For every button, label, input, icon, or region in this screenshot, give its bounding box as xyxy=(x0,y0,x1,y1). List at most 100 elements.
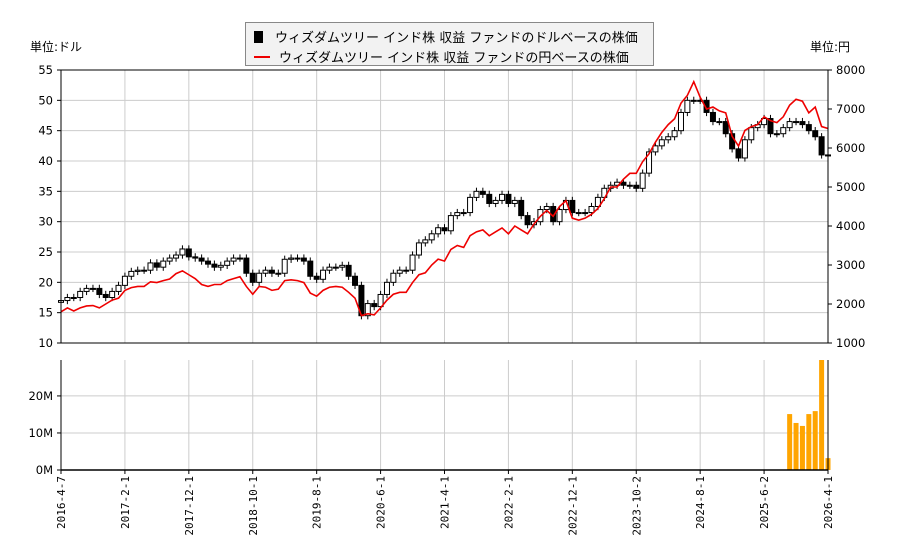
candle-body xyxy=(409,254,416,271)
candle-body xyxy=(748,127,755,141)
candle xyxy=(435,224,442,238)
y-right-tick-label: 8000 xyxy=(836,63,865,77)
candle-body xyxy=(435,227,442,235)
candle-body xyxy=(128,270,135,277)
y-right-tick-label: 3000 xyxy=(836,258,865,272)
candle-body xyxy=(633,184,640,189)
candle xyxy=(690,96,697,104)
candle xyxy=(294,254,301,262)
candle-body xyxy=(268,269,275,274)
candle-body xyxy=(588,206,595,214)
candle xyxy=(403,266,410,274)
candle-body xyxy=(524,215,531,226)
candle-body xyxy=(205,260,212,265)
candle xyxy=(818,133,825,159)
candle xyxy=(198,254,205,265)
candle-body xyxy=(281,258,288,274)
candle xyxy=(415,239,422,259)
candle-body xyxy=(185,248,192,258)
candle-body xyxy=(479,190,486,195)
candle-body xyxy=(230,257,237,262)
candle xyxy=(256,269,263,286)
candle xyxy=(767,114,774,138)
candle-body xyxy=(256,272,263,283)
candle xyxy=(77,287,84,302)
candle xyxy=(569,196,576,217)
x-tick-label: 2026-4-1 xyxy=(822,476,835,529)
volume-bar xyxy=(787,414,793,470)
candle xyxy=(741,136,748,162)
candle-body xyxy=(134,269,141,272)
candle-body xyxy=(690,99,697,102)
candle-body xyxy=(492,199,499,204)
x-tick-label: 2017-2-1 xyxy=(119,476,132,529)
right-unit-label: 単位:円 xyxy=(810,40,851,54)
candle xyxy=(703,96,710,117)
candle-body xyxy=(383,281,390,295)
candle xyxy=(70,293,77,302)
candle xyxy=(64,293,71,305)
candle-body xyxy=(684,99,691,113)
legend-line-marker xyxy=(254,55,270,58)
x-tick-label: 2019-8-1 xyxy=(311,476,324,529)
candle-body xyxy=(703,99,710,113)
volume-tick-label: 10M xyxy=(28,426,53,440)
candle xyxy=(96,284,103,299)
candle xyxy=(671,127,678,141)
x-tick-label: 2016-4-7 xyxy=(55,476,68,529)
candle-body xyxy=(173,254,180,259)
candle-body xyxy=(415,242,422,256)
candle xyxy=(217,261,224,271)
y-left-tick-label: 45 xyxy=(38,124,53,138)
x-tick-label: 2022-12-1 xyxy=(566,476,579,536)
y-right-tick-label: 6000 xyxy=(836,141,865,155)
candle-body xyxy=(198,257,205,262)
candle-body xyxy=(812,130,819,138)
candle-body xyxy=(313,275,320,280)
candle xyxy=(511,196,518,208)
candle-body xyxy=(556,209,563,223)
candle-body xyxy=(115,284,122,292)
candle-body xyxy=(77,290,84,298)
candle xyxy=(281,255,288,277)
candle xyxy=(582,208,589,217)
candle xyxy=(332,263,339,271)
candle-body xyxy=(243,257,250,274)
candle-body xyxy=(626,184,633,187)
candle-body xyxy=(377,293,384,308)
y-left-tick-label: 25 xyxy=(38,245,53,259)
candle-body xyxy=(160,260,167,268)
y-right-tick-label: 2000 xyxy=(836,297,865,311)
candle-body xyxy=(780,127,787,135)
candle xyxy=(383,278,390,299)
candle xyxy=(268,266,275,277)
x-tick-label: 2020-6-1 xyxy=(375,476,388,529)
candle-body xyxy=(345,264,352,277)
candle-body xyxy=(671,130,678,138)
candle xyxy=(300,254,307,265)
candle-body xyxy=(217,264,224,268)
candle-body xyxy=(294,257,301,260)
candle-body xyxy=(716,121,723,124)
candle xyxy=(447,211,454,235)
candle-body xyxy=(96,287,103,295)
candle xyxy=(575,208,582,217)
legend-label-jpy: ウィズダムツリー インド株 収益 ファンドの円ベースの株価 xyxy=(279,51,629,66)
candle xyxy=(141,266,148,274)
x-tick-label: 2017-12-1 xyxy=(183,476,196,536)
candle xyxy=(224,257,231,269)
candle xyxy=(320,266,327,283)
left-unit-label: 単位:ドル xyxy=(30,40,83,54)
candle xyxy=(422,236,429,247)
candle xyxy=(243,254,250,277)
volume-tick-label: 20M xyxy=(28,389,53,403)
candle xyxy=(326,263,333,274)
candle-body xyxy=(511,199,518,204)
candle-body xyxy=(499,193,506,201)
jpy-price-line xyxy=(60,79,829,317)
candle xyxy=(109,287,116,302)
candle xyxy=(633,181,640,192)
candle xyxy=(799,117,806,129)
candle-body xyxy=(594,196,601,207)
volume-bar xyxy=(812,411,818,470)
